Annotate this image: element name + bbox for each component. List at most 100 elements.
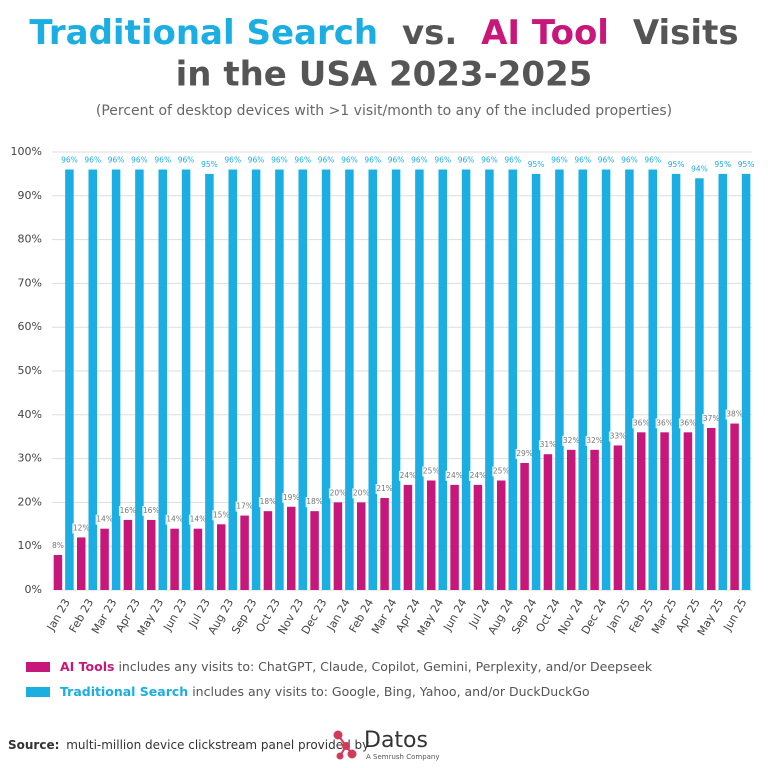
y-tick-label: 10% (18, 539, 42, 552)
y-tick-label: 50% (18, 364, 42, 377)
value-label: 24% (446, 471, 463, 480)
y-tick-label: 100% (11, 145, 42, 158)
legend-entry: Traditional Search includes any visits to… (60, 684, 590, 699)
title-part: Traditional Search (29, 13, 378, 53)
subtitle: (Percent of desktop devices with >1 visi… (96, 103, 672, 119)
value-label-bg (352, 488, 371, 499)
bar (391, 169, 401, 590)
y-tick-label: 30% (18, 452, 42, 465)
value-label-bg (538, 440, 557, 451)
bar (380, 498, 389, 590)
bar (298, 169, 307, 590)
value-label-bg (585, 435, 604, 446)
bar (53, 554, 63, 590)
value-label: 96% (458, 156, 475, 165)
value-label-bg (165, 514, 184, 525)
title-part: AI Tool (481, 13, 609, 53)
value-label: 96% (598, 156, 615, 165)
bar (170, 528, 179, 590)
value-label: 96% (411, 156, 428, 165)
bar (333, 502, 343, 590)
value-label: 18% (306, 497, 323, 506)
value-label: 33% (610, 431, 627, 440)
value-label-bg (562, 435, 581, 446)
value-label-bg (95, 514, 114, 525)
value-label: 96% (131, 156, 148, 165)
bar (147, 519, 156, 590)
bar (683, 432, 693, 590)
source: Source: multi-million device clickstream… (8, 738, 369, 752)
bar (321, 169, 331, 590)
value-label: 96% (224, 156, 241, 165)
y-tick-label: 40% (18, 408, 42, 421)
x-tick-label: Jun 24 (440, 597, 469, 634)
value-label: 32% (586, 436, 603, 445)
brand-tagline: A Semrush Company (366, 753, 440, 761)
bar (543, 454, 553, 590)
value-label-bg (468, 470, 487, 481)
value-label: 96% (574, 156, 591, 165)
y-tick-label: 90% (18, 189, 42, 202)
source-label: Source: (8, 738, 59, 752)
value-label: 18% (260, 497, 277, 506)
value-label: 14% (190, 515, 207, 524)
bar (508, 169, 517, 590)
legend-swatch (26, 662, 50, 672)
y-tick-label: 60% (18, 320, 42, 333)
bar (240, 515, 249, 590)
value-label: 16% (120, 506, 137, 515)
value-label-bg (328, 488, 347, 499)
value-label: 31% (540, 440, 557, 449)
value-label: 21% (376, 484, 393, 493)
value-label-bg (725, 409, 744, 420)
bar (497, 480, 506, 590)
bar (193, 528, 203, 590)
value-label-bg (702, 413, 721, 424)
value-label: 36% (656, 418, 673, 427)
bar (567, 449, 576, 590)
value-label: 96% (644, 156, 661, 165)
bar (625, 169, 634, 590)
value-label: 96% (178, 156, 195, 165)
value-label: 96% (248, 156, 265, 165)
value-label: 96% (481, 156, 498, 165)
value-label: 95% (738, 160, 755, 169)
legend-description: includes any visits to: ChatGPT, Claude,… (118, 659, 652, 674)
value-label-bg (678, 418, 697, 429)
bar (648, 169, 657, 590)
chart-title-line2: in the USA 2023-2025 (176, 55, 593, 95)
value-label-bg (375, 484, 394, 495)
x-tick-label: Jun 25 (720, 597, 749, 634)
value-label: 96% (434, 156, 451, 165)
bar (123, 519, 133, 590)
bar (205, 173, 214, 590)
value-label-bg (188, 514, 207, 525)
value-label: 36% (633, 418, 650, 427)
value-label-bg (515, 448, 534, 459)
value-label-bg (608, 431, 627, 442)
value-label-bg (118, 505, 137, 516)
y-tick-label: 20% (18, 495, 42, 508)
bar (660, 432, 669, 590)
bar (158, 169, 167, 590)
bar (707, 427, 716, 590)
bar (427, 480, 436, 590)
value-label: 14% (166, 515, 183, 524)
bar (181, 169, 191, 590)
bar (415, 169, 424, 590)
value-label: 20% (353, 488, 370, 497)
value-label: 96% (388, 156, 405, 165)
value-label: 12% (73, 523, 90, 532)
bar (695, 178, 704, 590)
bar (263, 511, 273, 590)
bar (111, 169, 121, 590)
value-label: 37% (703, 414, 720, 423)
legend-swatch (26, 687, 50, 697)
value-label: 96% (364, 156, 381, 165)
bar (520, 462, 529, 590)
value-label: 96% (84, 156, 101, 165)
bar (730, 423, 739, 590)
bar (228, 169, 237, 590)
value-label: 15% (213, 510, 230, 519)
